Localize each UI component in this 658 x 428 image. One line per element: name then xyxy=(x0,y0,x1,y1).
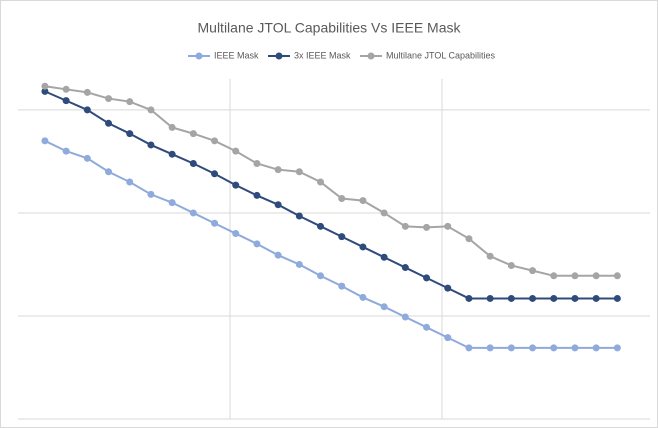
data-point xyxy=(274,251,282,259)
data-point xyxy=(168,199,176,207)
data-point xyxy=(232,230,240,238)
data-point xyxy=(295,212,303,220)
data-point xyxy=(317,222,325,230)
data-point xyxy=(41,137,49,145)
data-point xyxy=(274,166,282,174)
data-point xyxy=(507,344,515,352)
data-point xyxy=(126,98,134,106)
data-point xyxy=(401,264,409,272)
data-point xyxy=(592,272,600,280)
data-point xyxy=(338,195,346,203)
data-point xyxy=(189,159,197,167)
data-point xyxy=(465,344,473,352)
data-point xyxy=(62,147,70,155)
data-point xyxy=(211,219,219,227)
data-point xyxy=(317,178,325,186)
series-line xyxy=(44,139,618,349)
data-point xyxy=(423,323,431,331)
data-point xyxy=(83,106,91,114)
data-point xyxy=(465,294,473,302)
data-point xyxy=(507,294,515,302)
data-point xyxy=(41,87,49,95)
data-point xyxy=(189,130,197,138)
data-point xyxy=(592,294,600,302)
data-point xyxy=(147,106,155,114)
data-point xyxy=(571,294,579,302)
data-point xyxy=(359,243,367,251)
legend-label: 3x IEEE Mask xyxy=(294,50,351,60)
data-point xyxy=(613,272,621,280)
data-point xyxy=(507,261,515,269)
data-point xyxy=(423,223,431,231)
data-point xyxy=(295,168,303,176)
data-point xyxy=(359,293,367,301)
data-point xyxy=(380,253,388,261)
data-point xyxy=(613,344,621,352)
data-point xyxy=(83,154,91,162)
data-point xyxy=(211,170,219,178)
data-point xyxy=(529,294,537,302)
legend-marker xyxy=(275,52,283,60)
data-point xyxy=(380,209,388,217)
data-point xyxy=(295,260,303,268)
legend-marker xyxy=(195,52,203,60)
data-point xyxy=(401,222,409,230)
data-point xyxy=(147,141,155,149)
series-line xyxy=(44,90,618,300)
data-point xyxy=(486,294,494,302)
data-point xyxy=(253,159,261,167)
data-point xyxy=(211,137,219,145)
legend-label: IEEE Mask xyxy=(214,50,259,60)
data-point xyxy=(486,252,494,260)
data-point xyxy=(338,282,346,290)
data-point xyxy=(105,168,113,176)
data-point xyxy=(571,272,579,280)
series-line xyxy=(44,85,618,277)
data-point xyxy=(253,191,261,199)
data-point xyxy=(529,344,537,352)
data-point xyxy=(359,197,367,205)
data-point xyxy=(105,119,113,127)
data-point xyxy=(571,344,579,352)
data-point xyxy=(401,313,409,321)
data-point xyxy=(253,240,261,248)
data-point xyxy=(423,274,431,282)
data-point xyxy=(83,88,91,96)
chart-title: Multilane JTOL Capabilities Vs IEEE Mask xyxy=(198,20,462,36)
data-point xyxy=(444,334,452,342)
data-point xyxy=(444,284,452,292)
data-point xyxy=(274,201,282,209)
data-point xyxy=(62,85,70,93)
data-point xyxy=(126,130,134,138)
data-point xyxy=(147,190,155,198)
data-point xyxy=(62,97,70,105)
legend-marker xyxy=(367,52,375,60)
data-point xyxy=(189,209,197,217)
data-point xyxy=(465,235,473,243)
data-point xyxy=(550,272,558,280)
data-point xyxy=(126,178,134,186)
legend-label: Multilane JTOL Capabilities xyxy=(386,50,496,60)
data-point xyxy=(41,82,49,90)
data-point xyxy=(168,123,176,131)
data-point xyxy=(232,147,240,155)
data-point xyxy=(613,294,621,302)
data-point xyxy=(168,150,176,158)
data-point xyxy=(105,95,113,103)
data-point xyxy=(550,344,558,352)
data-point xyxy=(550,294,558,302)
data-point xyxy=(592,344,600,352)
data-point xyxy=(380,303,388,311)
data-point xyxy=(338,233,346,241)
data-point xyxy=(486,344,494,352)
data-point xyxy=(444,222,452,230)
data-point xyxy=(232,181,240,189)
data-point xyxy=(529,267,537,275)
data-point xyxy=(317,272,325,280)
